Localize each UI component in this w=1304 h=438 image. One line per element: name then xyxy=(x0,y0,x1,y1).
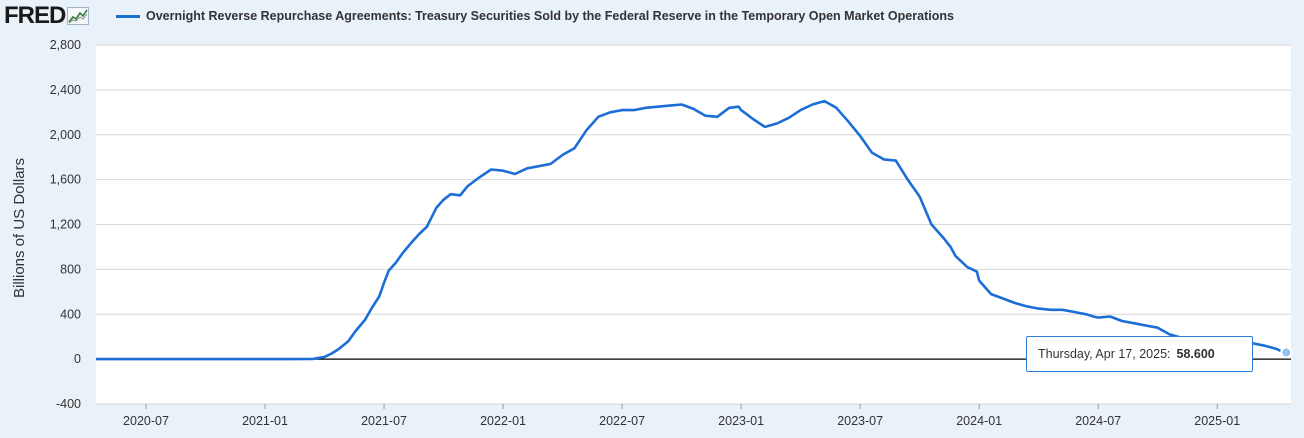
tooltip-date: Thursday, Apr 17, 2025: xyxy=(1038,347,1171,361)
y-tick-label: 800 xyxy=(60,262,81,276)
fred-chart-icon xyxy=(67,7,90,25)
x-axis-ticks: 2020-07 2021-01 2021-07 2022-01 2022-07 2023-… xyxy=(123,404,1240,428)
y-axis-ticks: -400 0 400 800 1,200 1,600 2,000 2,400 2,800 xyxy=(50,38,81,411)
x-tick-label: 2023-07 xyxy=(837,414,883,428)
x-tick-label: 2025-01 xyxy=(1194,414,1240,428)
x-tick-label: 2020-07 xyxy=(123,414,169,428)
x-tick-label: 2021-01 xyxy=(242,414,288,428)
y-tick-label: 400 xyxy=(60,307,81,321)
y-tick-label: 2,000 xyxy=(50,128,81,142)
legend-label: Overnight Reverse Repurchase Agreements:… xyxy=(146,9,954,23)
y-axis-label: Billions of US Dollars xyxy=(11,158,28,298)
fred-logo-text: FRED xyxy=(4,2,66,29)
fred-logo[interactable]: FRED xyxy=(4,2,90,29)
series-line[interactable] xyxy=(96,99,1287,361)
x-tick-label: 2022-07 xyxy=(599,414,645,428)
y-tick-label: 0 xyxy=(74,352,81,366)
legend[interactable]: Overnight Reverse Repurchase Agreements:… xyxy=(116,7,954,25)
y-tick-label: -400 xyxy=(56,397,81,411)
legend-swatch xyxy=(116,14,140,18)
data-tooltip: Thursday, Apr 17, 2025: 58.600 xyxy=(1026,336,1253,372)
y-tick-label: 1,600 xyxy=(50,173,81,187)
x-tick-label: 2023-01 xyxy=(718,414,764,428)
y-tick-label: 2,400 xyxy=(50,83,81,97)
x-tick-label: 2024-07 xyxy=(1075,414,1121,428)
grid-lines xyxy=(96,44,1291,405)
hover-marker xyxy=(1280,346,1293,359)
x-tick-label: 2022-01 xyxy=(480,414,526,428)
x-tick-label: 2024-01 xyxy=(956,414,1002,428)
y-tick-label: 2,800 xyxy=(50,38,81,52)
x-tick-label: 2021-07 xyxy=(361,414,407,428)
y-tick-label: 1,200 xyxy=(50,218,81,232)
tooltip-value: 58.600 xyxy=(1176,347,1215,361)
chart-header: FRED Overnight Reverse Repurchase Agreem… xyxy=(0,0,1304,32)
